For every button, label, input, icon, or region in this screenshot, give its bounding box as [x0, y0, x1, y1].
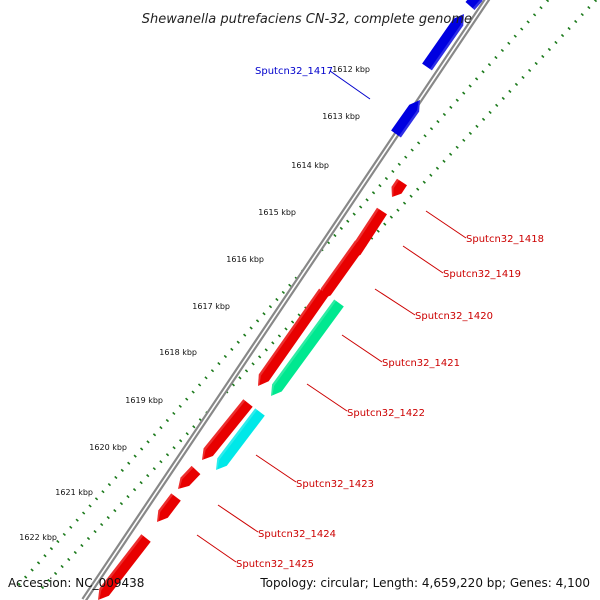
- gene-label[interactable]: Sputcn32_1417: [255, 66, 333, 77]
- gene-sputcn32-1418-arrow[interactable]: [391, 178, 408, 198]
- gene-label-connector: [341, 334, 383, 363]
- gene-label-connector: [255, 454, 297, 483]
- gene-sputcn32-1426-arrow[interactable]: [157, 493, 181, 523]
- gene-label[interactable]: Sputcn32_1421: [382, 358, 460, 369]
- gene-label[interactable]: Sputcn32_1419: [443, 269, 521, 280]
- tick-label: 1616 kbp: [226, 255, 264, 264]
- gene-label[interactable]: Sputcn32_1422: [347, 408, 425, 419]
- tick-label: 1613 kbp: [322, 112, 360, 121]
- gene-sputcn32-1423-arrow[interactable]: [216, 408, 265, 471]
- genome-backbone-core: [83, 0, 488, 600]
- gene-label-connector: [329, 70, 371, 100]
- gene-sputcn32-1417-arrow[interactable]: [391, 99, 420, 138]
- dotted-track-layer: [12, 0, 598, 592]
- gene-label-connector: [402, 245, 444, 274]
- tick-label: 1612 kbp: [332, 65, 370, 74]
- gene-sputcn32-1427-arrow[interactable]: [98, 534, 151, 600]
- tick-label: 1622 kbp: [19, 533, 57, 542]
- gene-sputcn32-1421-arrow[interactable]: [258, 288, 329, 387]
- gene-label[interactable]: Sputcn32_1418: [466, 234, 544, 245]
- tick-label: 1618 kbp: [159, 348, 197, 357]
- topology-summary-text: Topology: circular; Length: 4,659,220 bp…: [259, 576, 590, 590]
- tick-layer: 1612 kbp 1613 kbp 1614 kbp 1615 kbp 1616 kbp…: [19, 65, 370, 542]
- gene-sputcn32-1425-arrow[interactable]: [178, 465, 201, 490]
- gene-sputcn32-1424-arrow[interactable]: [202, 399, 253, 461]
- outer-dotted-track: [12, 0, 550, 592]
- gene-label-connector: [425, 210, 467, 239]
- tick-label: 1617 kbp: [192, 302, 230, 311]
- gene-label[interactable]: Sputcn32_1420: [415, 311, 493, 322]
- gene-label[interactable]: Sputcn32_1425: [236, 559, 314, 570]
- tick-label: 1619 kbp: [125, 396, 163, 405]
- tick-label: 1615 kbp: [258, 208, 296, 217]
- gene-label-connector: [217, 504, 259, 533]
- gene-sputcn32-1416-arrow[interactable]: [422, 13, 464, 71]
- feature-layer: [98, 0, 485, 600]
- gene-sputcn32-1422-arrow[interactable]: [271, 299, 344, 397]
- gene-partial-top-arrow[interactable]: [465, 0, 485, 10]
- gene-label[interactable]: Sputcn32_1424: [258, 529, 336, 540]
- gene-sputcn32-1420-arrow[interactable]: [320, 240, 365, 301]
- accession-text: Accession: NC_009438: [8, 576, 144, 590]
- inner-dotted-track: [38, 0, 598, 592]
- gene-label-connector: [374, 288, 416, 316]
- map-title: Shewanella putrefaciens CN-32, complete …: [142, 12, 472, 27]
- tick-label: 1614 kbp: [291, 161, 329, 170]
- tick-label: 1621 kbp: [55, 488, 93, 497]
- tick-label: 1620 kbp: [89, 443, 127, 452]
- backbone-layer: [81, 0, 491, 600]
- gene-label-connector: [196, 534, 237, 563]
- gene-label-connector: [306, 383, 348, 412]
- gene-label[interactable]: Sputcn32_1423: [296, 479, 374, 490]
- gene-label-layer: Sputcn32_1417 Sputcn32_1418 Sputcn32_1419 S…: [196, 66, 544, 570]
